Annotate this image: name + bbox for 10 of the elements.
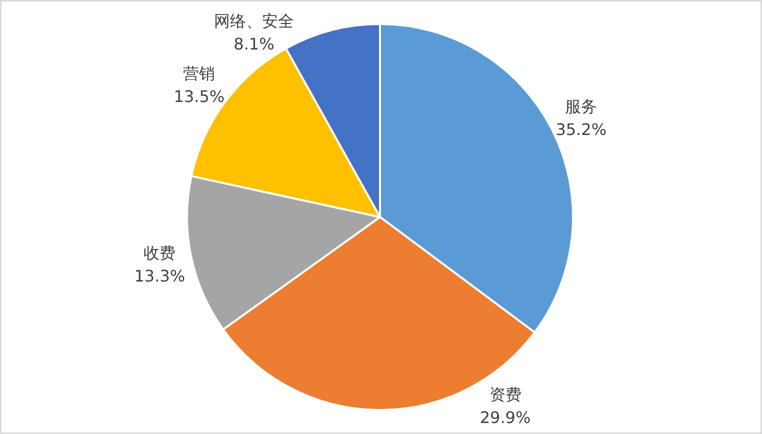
data-label: 29.9% bbox=[480, 408, 531, 427]
slice-label: 资费 bbox=[489, 384, 522, 404]
data-label: 8.1% bbox=[234, 34, 274, 54]
slice-label: 营销 bbox=[183, 64, 216, 84]
data-label: 13.5% bbox=[174, 87, 225, 106]
data-label: 35.2% bbox=[556, 120, 607, 140]
slice-label: 网络、安全 bbox=[214, 12, 294, 31]
slice-label: 收费 bbox=[144, 244, 176, 263]
slice-label: 服务 bbox=[565, 97, 598, 116]
data-label: 13.3% bbox=[134, 266, 186, 286]
